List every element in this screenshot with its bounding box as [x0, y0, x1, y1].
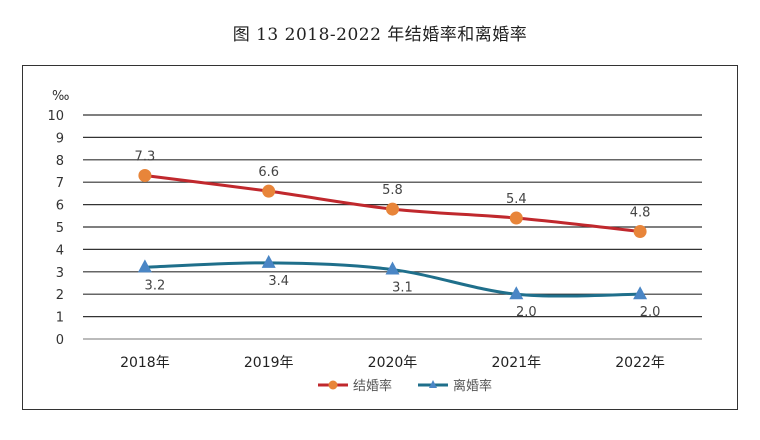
data-point-marker: [385, 261, 400, 275]
y-tick-label: 3: [56, 266, 64, 281]
data-point-marker: [262, 184, 276, 198]
y-axis-unit: ‰: [52, 89, 69, 104]
x-tick-label: 2021年: [491, 355, 541, 371]
y-tick-label: 1: [56, 311, 64, 326]
chart-frame: [22, 65, 738, 410]
data-point-marker: [386, 202, 399, 216]
data-label: 5.4: [506, 192, 527, 207]
x-tick-label: 2018年: [120, 355, 170, 371]
y-tick-label: 7: [56, 176, 64, 191]
legend-label: 离婚率: [453, 378, 492, 394]
y-tick-label: 8: [56, 154, 64, 169]
y-tick-label: 0: [56, 333, 64, 348]
data-point-marker: [261, 254, 276, 268]
legend-marker: [429, 380, 437, 388]
data-point-marker: [633, 224, 647, 238]
y-tick-label: 6: [56, 199, 64, 214]
y-tick-label: 10: [47, 109, 64, 124]
data-label: 6.6: [258, 165, 279, 180]
y-tick-label: 5: [56, 221, 64, 236]
y-tick-label: 4: [56, 243, 64, 258]
data-point-marker: [509, 286, 524, 300]
data-point-marker: [138, 168, 152, 182]
x-tick-label: 2019年: [244, 355, 294, 371]
data-label: 3.1: [392, 281, 413, 296]
data-label: 3.2: [145, 278, 166, 293]
legend-label: 结婚率: [353, 378, 392, 394]
data-point-marker: [633, 286, 648, 300]
x-tick-label: 2022年: [615, 355, 665, 371]
legend-marker: [328, 380, 338, 390]
x-tick-label: 2020年: [368, 355, 418, 371]
data-label: 5.8: [382, 183, 403, 198]
data-label: 7.3: [135, 149, 156, 164]
data-label: 2.0: [516, 305, 537, 320]
data-label: 2.0: [640, 305, 661, 320]
y-tick-label: 9: [56, 131, 64, 146]
data-label: 4.8: [630, 205, 651, 220]
data-label: 3.4: [268, 274, 289, 289]
figure-title: 图 13 2018-2022 年结婚率和离婚率: [232, 25, 528, 45]
y-tick-label: 2: [56, 288, 64, 303]
data-point-marker: [137, 259, 152, 273]
data-point-marker: [509, 211, 523, 225]
